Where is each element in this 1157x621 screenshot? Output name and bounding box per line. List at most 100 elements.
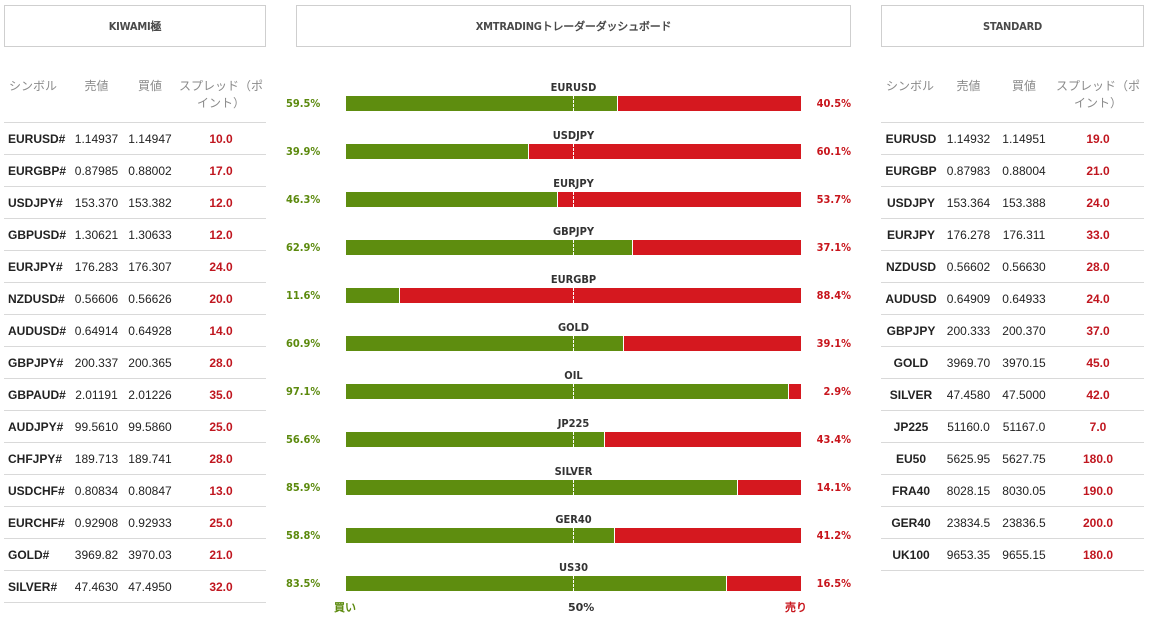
bid-cell: 0.56606: [69, 282, 124, 315]
bid-cell: 3969.82: [69, 538, 124, 571]
symbol-cell: GER40: [881, 506, 941, 539]
symbol-cell: AUDUSD#: [4, 314, 69, 347]
symbol-cell: SILVER#: [4, 570, 69, 603]
table-header-row: シンボル 売値 買値 スプレッド（ポイント）: [881, 78, 1144, 123]
bid-cell: 176.278: [941, 218, 996, 251]
spread-cell: 28.0: [176, 442, 266, 475]
spread-cell: 42.0: [1052, 378, 1144, 411]
column-header-symbol: シンボル: [9, 79, 58, 93]
table-row: GOLD 3969.70 3970.15 45.0: [881, 346, 1144, 379]
midpoint-marker: [573, 192, 574, 207]
bid-cell: 47.4630: [69, 570, 124, 603]
bid-cell: 0.56602: [941, 250, 996, 283]
sentiment-bar: [346, 576, 801, 591]
sentiment-bar: [346, 240, 801, 255]
standard-price-table: シンボル 売値 買値 スプレッド（ポイント） EURUSD 1.14932 1.14…: [881, 78, 1144, 571]
spread-cell: 10.0: [176, 122, 266, 155]
spread-cell: 25.0: [176, 506, 266, 539]
sentiment-row: EURJPY 46.3% 53.7%: [286, 177, 861, 225]
column-header-bid: 売値: [84, 79, 109, 93]
sentiment-bar: [346, 192, 801, 207]
sell-legend: 売り: [785, 601, 807, 614]
sentiment-bar: [346, 480, 801, 495]
bid-cell: 176.283: [69, 250, 124, 283]
symbol-cell: GBPAUD#: [4, 378, 69, 411]
symbol-cell: SILVER: [881, 378, 941, 411]
buy-fill: [346, 576, 727, 591]
symbol-cell: UK100: [881, 538, 941, 571]
midpoint-marker: [573, 96, 574, 111]
bid-cell: 189.713: [69, 442, 124, 475]
sell-percentage: 39.1%: [816, 337, 851, 350]
buy-percentage: 60.9%: [286, 337, 321, 350]
buy-fill: [346, 336, 624, 351]
pair-label: USDJPY: [552, 129, 595, 142]
spread-cell: 33.0: [1052, 218, 1144, 251]
symbol-cell: NZDUSD#: [4, 282, 69, 315]
buy-percentage: 56.6%: [286, 433, 321, 446]
symbol-cell: CHFJPY#: [4, 442, 69, 475]
ask-cell: 99.5860: [124, 410, 176, 443]
pair-label: GER40: [555, 513, 592, 526]
ask-cell: 0.64928: [124, 314, 176, 347]
bid-cell: 0.64914: [69, 314, 124, 347]
table-row: GER40 23834.5 23836.5 200.0: [881, 506, 1144, 539]
table-row: JP225 51160.0 51167.0 7.0: [881, 410, 1144, 443]
sentiment-row: JP225 56.6% 43.4%: [286, 417, 861, 465]
table-row: GBPJPY# 200.337 200.365 28.0: [4, 346, 266, 379]
bid-cell: 47.4580: [941, 378, 996, 411]
symbol-cell: GBPJPY: [881, 314, 941, 347]
ask-cell: 0.92933: [124, 506, 176, 539]
ask-cell: 3970.03: [124, 538, 176, 571]
spread-cell: 21.0: [1052, 154, 1144, 187]
sentiment-bar: [346, 336, 801, 351]
sell-percentage: 88.4%: [816, 289, 851, 302]
table-row: EU50 5625.95 5627.75 180.0: [881, 442, 1144, 475]
sell-percentage: 43.4%: [816, 433, 851, 446]
bid-cell: 3969.70: [941, 346, 996, 379]
spread-cell: 12.0: [176, 218, 266, 251]
buy-percentage: 97.1%: [286, 385, 321, 398]
ask-cell: 2.01226: [124, 378, 176, 411]
buy-percentage: 59.5%: [286, 97, 321, 110]
buy-fill: [346, 144, 529, 159]
table-row: EURUSD# 1.14937 1.14947 10.0: [4, 122, 266, 155]
table-row: EURJPY# 176.283 176.307 24.0: [4, 250, 266, 283]
sentiment-bar: [346, 288, 801, 303]
bid-cell: 99.5610: [69, 410, 124, 443]
pair-label: EURUSD: [550, 81, 597, 94]
sentiment-bar: [346, 384, 801, 399]
spread-cell: 19.0: [1052, 122, 1144, 155]
table-row: NZDUSD# 0.56606 0.56626 20.0: [4, 282, 266, 315]
sentiment-row: GOLD 60.9% 39.1%: [286, 321, 861, 369]
pair-label: OIL: [564, 369, 583, 382]
midpoint-marker: [573, 528, 574, 543]
sentiment-bar: [346, 96, 801, 111]
spread-cell: 45.0: [1052, 346, 1144, 379]
symbol-cell: EURUSD#: [4, 122, 69, 155]
table-row: GBPAUD# 2.01191 2.01226 35.0: [4, 378, 266, 411]
spread-cell: 25.0: [176, 410, 266, 443]
column-header-ask: 買値: [1011, 79, 1036, 93]
sell-percentage: 2.9%: [823, 385, 851, 398]
column-header-ask: 買値: [137, 79, 162, 93]
ask-cell: 3970.15: [996, 346, 1052, 379]
bid-cell: 0.87985: [69, 154, 124, 187]
bid-cell: 153.370: [69, 186, 124, 219]
buy-percentage: 85.9%: [286, 481, 321, 494]
sentiment-row: SILVER 85.9% 14.1%: [286, 465, 861, 513]
buy-fill: [346, 96, 618, 111]
table-row: EURJPY 176.278 176.311 33.0: [881, 218, 1144, 251]
sentiment-row: US30 83.5% 16.5%: [286, 561, 861, 609]
ask-cell: 8030.05: [996, 474, 1052, 507]
midpoint-marker: [573, 432, 574, 447]
bid-cell: 23834.5: [941, 506, 996, 539]
buy-percentage: 62.9%: [286, 241, 321, 254]
kiwami-header: KIWAMI極: [4, 5, 266, 47]
bid-cell: 1.14932: [941, 122, 996, 155]
midpoint-marker: [573, 288, 574, 303]
sentiment-row: OIL 97.1% 2.9%: [286, 369, 861, 417]
midpoint-marker: [573, 240, 574, 255]
symbol-cell: AUDUSD: [881, 282, 941, 315]
buy-fill: [346, 432, 605, 447]
